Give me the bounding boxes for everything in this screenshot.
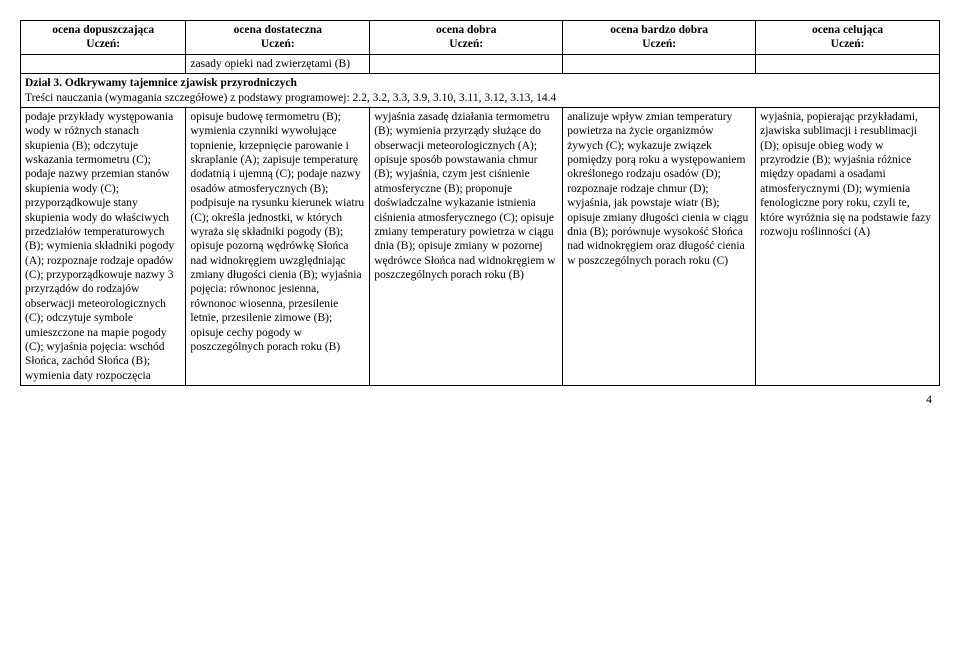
header-c5-l1: ocena celująca [760,23,935,37]
header-c1-l2: Uczeń: [25,37,181,51]
cell-r2-c4: analizuje wpływ zmian temperatury powiet… [563,107,756,385]
header-c2-l1: ocena dostateczna [190,23,365,37]
cell-r1-c1 [21,54,186,73]
header-c3-l2: Uczeń: [374,37,558,51]
cell-r2-c5: wyjaśnia, popierając przykładami, zjawis… [756,107,940,385]
carryover-row: zasady opieki nad zwierzętami (B) [21,54,940,73]
header-c1-l1: ocena dopuszczająca [25,23,181,37]
cell-r2-c2: opisuje budowę termometru (B); wymienia … [186,107,370,385]
header-c4-l2: Uczeń: [567,37,751,51]
header-col-1: ocena dopuszczająca Uczeń: [21,21,186,55]
header-c5-l2: Uczeń: [760,37,935,51]
curriculum-table: ocena dopuszczająca Uczeń: ocena dostate… [20,20,940,386]
header-row: ocena dopuszczająca Uczeń: ocena dostate… [21,21,940,55]
cell-r1-c3 [370,54,563,73]
header-c3-l1: ocena dobra [374,23,558,37]
section-row: Dział 3. Odkrywamy tajemnice zjawisk prz… [21,74,940,108]
section-cell: Dział 3. Odkrywamy tajemnice zjawisk prz… [21,74,940,108]
section-subtitle: Treści nauczania (wymagania szczegółowe)… [25,92,556,104]
header-col-5: ocena celująca Uczeń: [756,21,940,55]
header-col-2: ocena dostateczna Uczeń: [186,21,370,55]
cell-r2-c1: podaje przykłady występowania wody w róż… [21,107,186,385]
header-c4-l1: ocena bardzo dobra [567,23,751,37]
section-title: Dział 3. Odkrywamy tajemnice zjawisk prz… [25,77,297,89]
cell-r2-c3: wyjaśnia zasadę działania termometru (B)… [370,107,563,385]
content-row: podaje przykłady występowania wody w róż… [21,107,940,385]
page-number: 4 [20,392,940,407]
cell-r1-c2: zasady opieki nad zwierzętami (B) [186,54,370,73]
cell-r1-c5 [756,54,940,73]
header-c2-l2: Uczeń: [190,37,365,51]
header-col-4: ocena bardzo dobra Uczeń: [563,21,756,55]
header-col-3: ocena dobra Uczeń: [370,21,563,55]
cell-r1-c4 [563,54,756,73]
